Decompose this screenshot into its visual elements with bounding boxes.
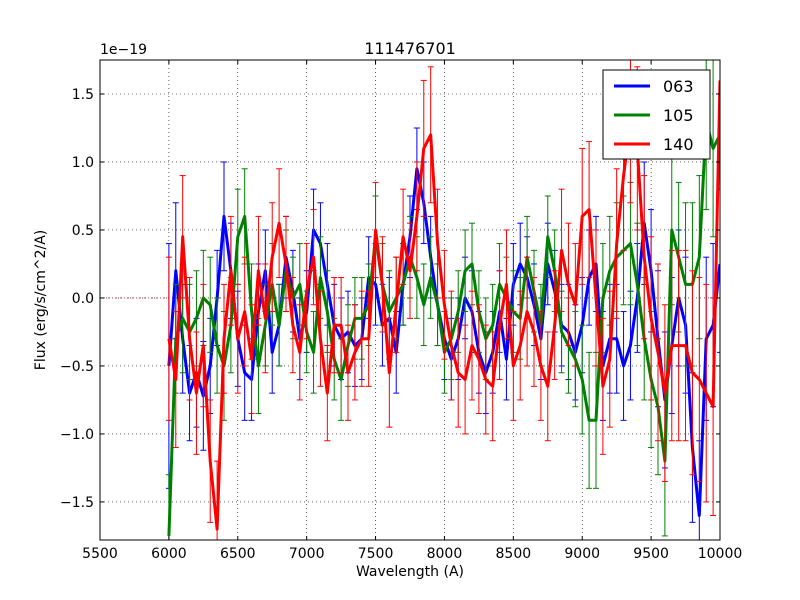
legend-label-105: 105 bbox=[663, 106, 694, 125]
x-tick-label: 9000 bbox=[564, 546, 600, 562]
x-tick-label: 7000 bbox=[289, 546, 325, 562]
x-tick-label: 9500 bbox=[633, 546, 669, 562]
axis-ticks: 5500 6000 6500 7000 7500 8000 8500 9000 9500 1000… bbox=[60, 60, 742, 562]
y-tick-label: −1.5 bbox=[60, 495, 94, 511]
y-tick-label: 1.0 bbox=[72, 155, 94, 171]
y-tick-label: 0.5 bbox=[72, 223, 94, 239]
x-tick-label: 6000 bbox=[151, 546, 187, 562]
x-tick-label: 10000 bbox=[698, 546, 743, 562]
legend: 063 105 140 bbox=[602, 69, 711, 160]
x-axis-label: Wavelength (A) bbox=[356, 564, 464, 580]
chart-title: 111476701 bbox=[364, 39, 456, 58]
x-tick-label: 7500 bbox=[358, 546, 394, 562]
y-tick-label: 1.5 bbox=[72, 87, 94, 103]
y-axis-label: Flux (erg/s/cm^2/A) bbox=[33, 230, 49, 370]
x-tick-label: 8000 bbox=[427, 546, 463, 562]
y-tick-label: −1.0 bbox=[60, 427, 94, 443]
y-tick-label: 0.0 bbox=[72, 291, 94, 307]
data-layer bbox=[100, 60, 720, 540]
legend-label-140: 140 bbox=[663, 135, 694, 154]
plot-frame bbox=[99, 59, 721, 541]
y-tick-label: −0.5 bbox=[60, 359, 94, 375]
x-tick-label: 5500 bbox=[82, 546, 118, 562]
legend-label-063: 063 bbox=[663, 77, 694, 96]
y-offset-label: 1e−19 bbox=[100, 42, 147, 58]
x-tick-label: 8500 bbox=[496, 546, 532, 562]
x-tick-label: 6500 bbox=[220, 546, 256, 562]
